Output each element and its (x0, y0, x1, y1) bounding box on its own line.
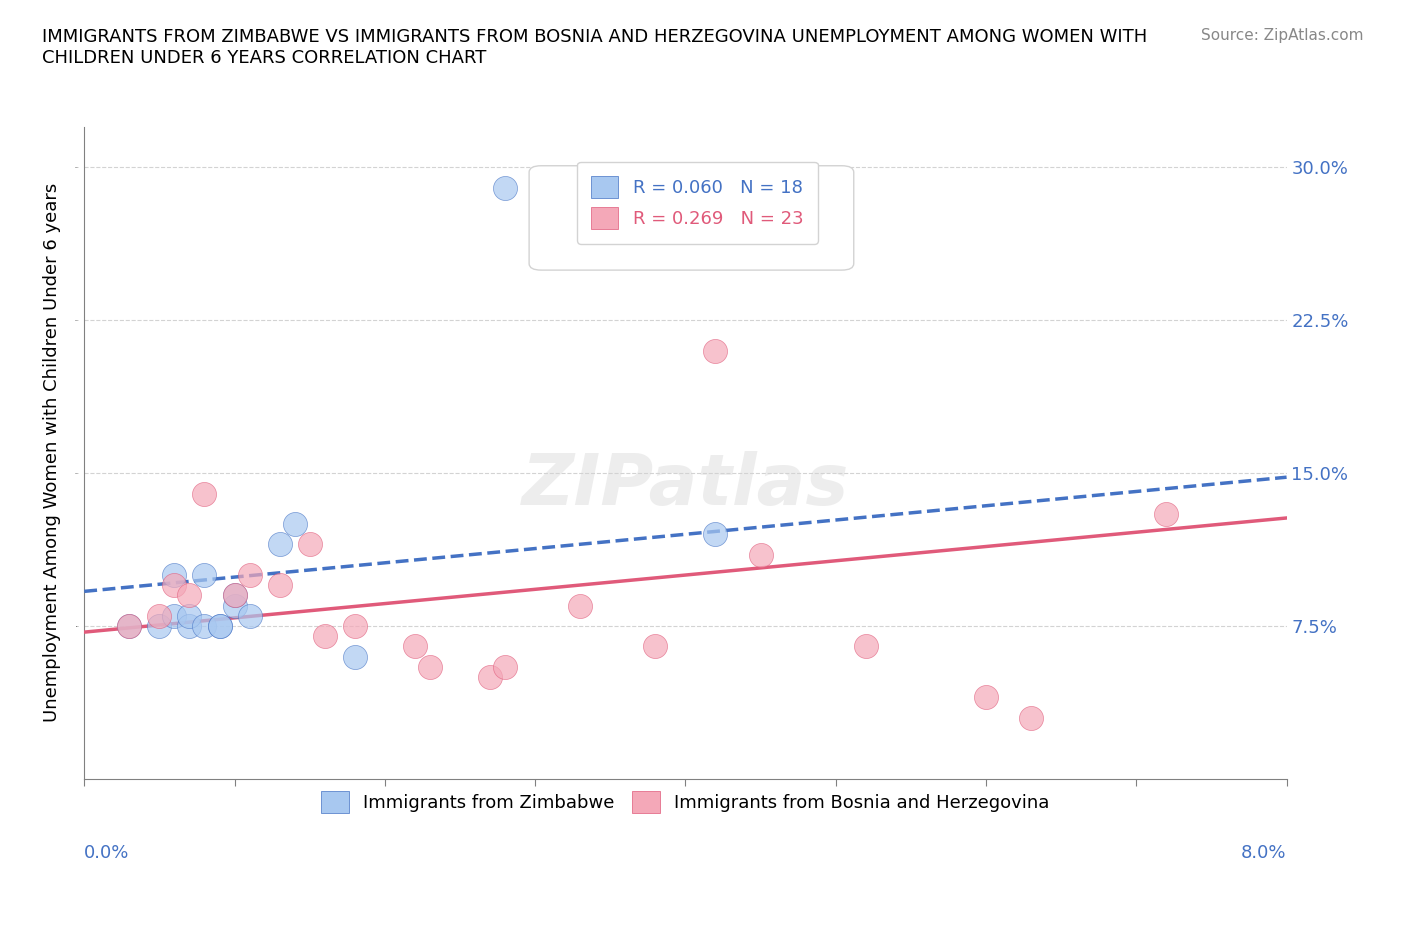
Point (224, 598, 246, 613)
Point (269, 578, 291, 592)
Point (239, 608, 262, 623)
Point (118, 618, 141, 633)
Point (855, 639, 877, 654)
Point (179, 608, 201, 623)
Text: 8.0%: 8.0% (1241, 844, 1286, 862)
Point (974, 690, 997, 705)
Point (224, 588, 246, 603)
Point (208, 618, 231, 633)
Point (193, 486, 215, 501)
Point (314, 629, 336, 644)
Point (148, 618, 170, 633)
Point (404, 639, 426, 654)
Legend: Immigrants from Zimbabwe, Immigrants from Bosnia and Herzegovina: Immigrants from Zimbabwe, Immigrants fro… (312, 782, 1059, 822)
Point (163, 567, 186, 582)
Point (343, 649, 366, 664)
Point (569, 598, 592, 613)
Point (644, 639, 666, 654)
Point (193, 618, 215, 633)
Text: Source: ZipAtlas.com: Source: ZipAtlas.com (1201, 28, 1364, 43)
Point (179, 588, 201, 603)
Text: ZIPatlas: ZIPatlas (522, 451, 849, 520)
Point (239, 567, 262, 582)
Point (208, 618, 231, 633)
Point (749, 547, 772, 562)
Point (193, 567, 215, 582)
Point (163, 608, 186, 623)
Point (1156, 507, 1178, 522)
Y-axis label: Unemployment Among Women with Children Under 6 years: Unemployment Among Women with Children U… (44, 183, 60, 723)
Point (704, 343, 727, 358)
Point (298, 537, 321, 551)
Text: 0.0%: 0.0% (84, 844, 129, 862)
Point (343, 618, 366, 633)
Point (118, 618, 141, 633)
Point (419, 659, 441, 674)
Point (269, 537, 291, 551)
Point (494, 659, 516, 674)
Point (494, 180, 516, 195)
Point (179, 618, 201, 633)
Point (163, 578, 186, 592)
Point (148, 608, 170, 623)
Point (479, 670, 502, 684)
Point (224, 588, 246, 603)
Point (704, 526, 727, 541)
Text: IMMIGRANTS FROM ZIMBABWE VS IMMIGRANTS FROM BOSNIA AND HERZEGOVINA UNEMPLOYMENT : IMMIGRANTS FROM ZIMBABWE VS IMMIGRANTS F… (42, 28, 1147, 67)
Point (1019, 711, 1042, 725)
Point (284, 517, 307, 532)
FancyBboxPatch shape (529, 166, 853, 270)
